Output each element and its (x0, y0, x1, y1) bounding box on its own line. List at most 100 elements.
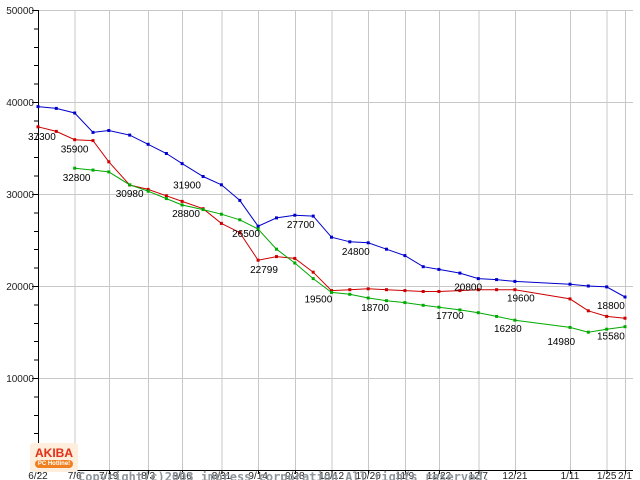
series-red-point (256, 258, 260, 262)
data-label-26500: 26500 (232, 229, 260, 240)
series-red-point (293, 256, 297, 260)
series-green-point (366, 296, 370, 300)
data-label-14980: 14980 (547, 337, 575, 348)
series-red-point (385, 288, 388, 292)
x-tick-label: 7/6 (68, 471, 82, 480)
series-green-point (128, 183, 132, 187)
series-blue-point (330, 235, 333, 239)
data-label-16280: 16280 (494, 324, 522, 335)
series-green-point (476, 311, 480, 315)
data-label-37300: 37300 (28, 132, 56, 143)
series-blue-point (568, 282, 572, 286)
series-green-point (605, 327, 609, 331)
x-tick-label: 10/12 (319, 471, 344, 480)
series-red-point (219, 221, 223, 225)
data-label-18800: 18800 (597, 301, 625, 312)
series-blue-point (201, 175, 205, 178)
series-green-point (146, 189, 150, 193)
series-green-point (91, 168, 95, 172)
akiba-logo-text: AKIBA (35, 446, 73, 460)
x-tick-label: 6/22 (28, 471, 48, 480)
series-blue-point (107, 129, 111, 132)
series-green-point (73, 166, 77, 170)
x-tick-label: 8/31 (212, 471, 232, 480)
series-blue-point (495, 278, 499, 282)
series-green-point (623, 325, 627, 329)
copyright-line1: Copyright(c)2003 impress corporation All… (78, 470, 490, 480)
pc-hotline-logo-text: PC Hotline! (34, 460, 74, 468)
y-tick-label: 30000 (6, 190, 34, 201)
series-green-point (437, 305, 441, 309)
data-label-20800: 20800 (454, 283, 482, 294)
series-green-point (458, 308, 462, 312)
series-blue-point (293, 213, 297, 217)
series-blue-point (348, 240, 352, 244)
series-red-point (605, 314, 609, 318)
series-red-point (36, 125, 40, 129)
y-tick-label: 10000 (6, 374, 34, 385)
data-label-15580: 15580 (597, 332, 625, 343)
series-blue-point (36, 105, 40, 109)
series-green-point (293, 261, 297, 265)
x-tick-label: 11/9 (396, 471, 415, 480)
series-green-point (568, 325, 572, 329)
x-tick-label: 1/25 (597, 471, 617, 480)
series-blue-point (513, 279, 517, 283)
series-red-point (568, 297, 572, 301)
data-label-35900: 35900 (61, 145, 89, 156)
series-green-point (201, 208, 205, 212)
series-red-point (403, 289, 407, 293)
series-green-point (164, 197, 168, 201)
series-green-point (180, 203, 184, 207)
series-green-point (495, 314, 499, 318)
series-red-point (164, 194, 168, 198)
series-red-point (458, 289, 462, 293)
series-green-point (513, 318, 517, 322)
series-blue-point (219, 183, 223, 187)
series-blue-point (128, 133, 132, 137)
series-blue-point (421, 265, 425, 269)
series-blue-point (605, 285, 609, 289)
series-blue-point (476, 277, 480, 281)
x-tick-label: 12/7 (469, 471, 489, 480)
series-red-point (73, 138, 77, 142)
series-blue-point (437, 267, 441, 271)
x-tick-label: 9/14 (248, 471, 268, 480)
series-red-point (476, 288, 480, 292)
data-label-31900: 31900 (173, 181, 201, 192)
series-red-point (54, 129, 58, 133)
data-label-24800: 24800 (342, 247, 370, 258)
series-green-point (219, 212, 223, 216)
series-red-point (586, 309, 590, 313)
series-blue-point (91, 130, 95, 134)
series-blue-point (180, 162, 184, 166)
series-blue-point (311, 214, 315, 218)
series-blue-point (146, 142, 150, 146)
series-red-point (146, 187, 150, 191)
series-green-point (238, 218, 242, 222)
series-red-point (623, 316, 627, 320)
series-red-point (421, 290, 425, 293)
series-red-point (238, 231, 242, 235)
x-tick-label: 10/26 (356, 471, 381, 480)
series-green-point (275, 247, 278, 251)
series-red-point (366, 287, 370, 291)
data-label-32800: 32800 (63, 173, 91, 184)
series-red-point (275, 255, 278, 259)
data-label-27700: 27700 (287, 220, 315, 231)
series-red-point (311, 270, 315, 274)
series-red-point (330, 289, 333, 293)
series-blue-point (73, 111, 77, 115)
data-label-19600: 19600 (507, 294, 535, 305)
series-green-point (348, 292, 352, 296)
copyright-block: Copyright(c)2003 impress corporation All… (78, 442, 490, 480)
data-label-30980: 30980 (116, 189, 144, 200)
series-green-point (107, 170, 111, 174)
x-tick-label: 9/28 (285, 471, 305, 480)
series-red-point (91, 139, 95, 143)
series-red-point (180, 199, 184, 203)
x-tick-label: 8/3 (141, 471, 155, 480)
x-tick-label: 1/11 (561, 471, 580, 480)
